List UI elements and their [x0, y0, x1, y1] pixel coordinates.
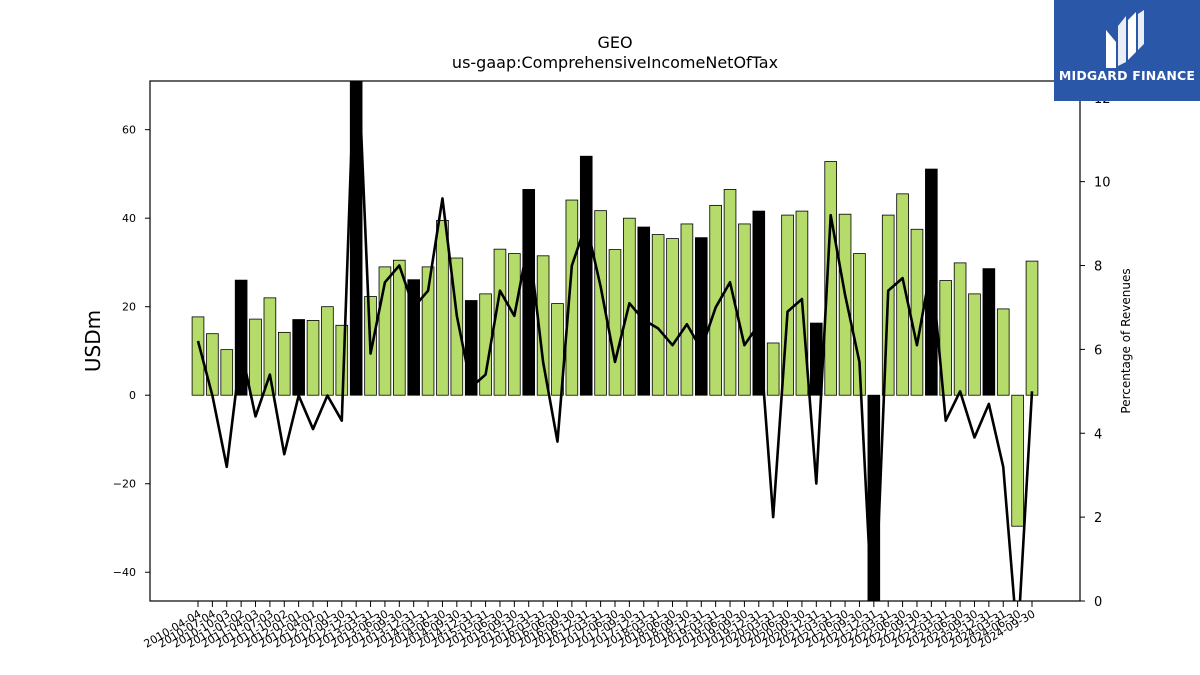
y-axis-label: USDm — [81, 310, 105, 372]
y2-tick-label: 6 — [1094, 343, 1102, 358]
bar-2012-07-01 — [321, 306, 334, 396]
bar-2022-06-30 — [896, 193, 909, 396]
bar-series — [191, 80, 1039, 602]
y-tick-label: 0 — [129, 389, 136, 402]
bar-2010-04-04 — [191, 316, 205, 396]
bar-2023-03-31 — [939, 280, 953, 396]
y-axis-left: −40 −20 0 20 40 60 — [113, 124, 150, 579]
y2-tick-label: 0 — [1094, 595, 1102, 610]
y-tick-label: −20 — [113, 478, 136, 491]
x-axis: 2010-04-042010-07-042010-10-032011-01-02… — [142, 601, 1038, 651]
bar-2015-09-30 — [508, 253, 521, 396]
y-tick-label: 40 — [122, 212, 136, 225]
y-tick-label: 60 — [122, 124, 136, 137]
bar-2018-03-31 — [651, 234, 665, 396]
bar-2023-06-30 — [953, 262, 967, 396]
bar-2017-06-30 — [608, 249, 622, 396]
bar-2019-06-30 — [723, 189, 737, 396]
chart-title: GEO — [597, 33, 632, 52]
y2-tick-label: 4 — [1094, 427, 1102, 442]
bar-2018-06-30 — [666, 238, 679, 396]
y-axis-right: 024681012 — [1080, 92, 1111, 610]
midgard-finance-logo: MIDGARD FINANCE — [1054, 0, 1200, 101]
bar-2024-06-30 — [1011, 394, 1024, 527]
bar-2013-09-30 — [393, 259, 406, 396]
bar-2013-06-30 — [378, 266, 392, 396]
y-tick-label: 20 — [122, 301, 136, 314]
bar-2014-03-31 — [421, 266, 435, 396]
bar-2022-09-30 — [910, 228, 924, 396]
bar-2018-09-30 — [680, 223, 694, 396]
bar-2015-12-31 — [522, 189, 536, 396]
bar-2014-06-30 — [436, 219, 449, 396]
bar-2021-06-30 — [838, 213, 852, 396]
bar-2010-07-04 — [206, 333, 219, 396]
bar-2022-12-31 — [925, 168, 938, 396]
bar-2021-09-30 — [853, 253, 866, 396]
bar-2011-07-03 — [263, 297, 277, 396]
bar-2017-12-31 — [637, 226, 651, 396]
bar-2019-09-30 — [738, 223, 751, 396]
bar-2014-12-31 — [464, 300, 478, 396]
bar-2013-12-31 — [407, 279, 420, 396]
bar-2011-10-02 — [277, 331, 291, 396]
bar-2012-04-01 — [306, 320, 320, 396]
y2-tick-label: 10 — [1094, 176, 1111, 191]
y2-tick-label: 8 — [1094, 260, 1102, 275]
bar-2011-01-02 — [234, 279, 248, 396]
logo-text: MIDGARD FINANCE — [1058, 68, 1196, 83]
bar-2019-03-31 — [709, 204, 722, 396]
logo-mark-icon — [1106, 10, 1144, 68]
y2-axis-label: Percentage of Revenues — [1119, 268, 1133, 413]
bar-2016-06-30 — [551, 303, 564, 396]
bar-2019-12-31 — [752, 210, 766, 396]
y2-tick-label: 2 — [1094, 511, 1102, 526]
bar-2016-12-31 — [579, 155, 593, 396]
bar-2023-12-31 — [982, 268, 996, 396]
bar-2024-03-31 — [996, 308, 1010, 396]
chart-subtitle: us-gaap:ComprehensiveIncomeNetOfTax — [452, 53, 778, 72]
bar-2016-03-31 — [536, 255, 550, 396]
bar-2017-03-31 — [594, 210, 607, 396]
y-tick-label: −40 — [113, 566, 136, 579]
bar-2016-09-30 — [565, 199, 579, 396]
bar-2018-12-31 — [694, 237, 708, 396]
revenue-pct-polyline — [196, 81, 1034, 601]
bar-2014-09-30 — [450, 257, 464, 396]
revenue-pct-line — [196, 81, 1034, 601]
bar-2020-03-31 — [766, 342, 780, 396]
bar-2021-03-31 — [824, 161, 837, 396]
bar-2010-10-03 — [220, 349, 234, 396]
bar-2011-04-03 — [249, 318, 262, 396]
bar-2023-09-30 — [968, 293, 981, 396]
bar-2012-01-01 — [292, 319, 305, 396]
bar-2024-09-30 — [1025, 260, 1039, 396]
